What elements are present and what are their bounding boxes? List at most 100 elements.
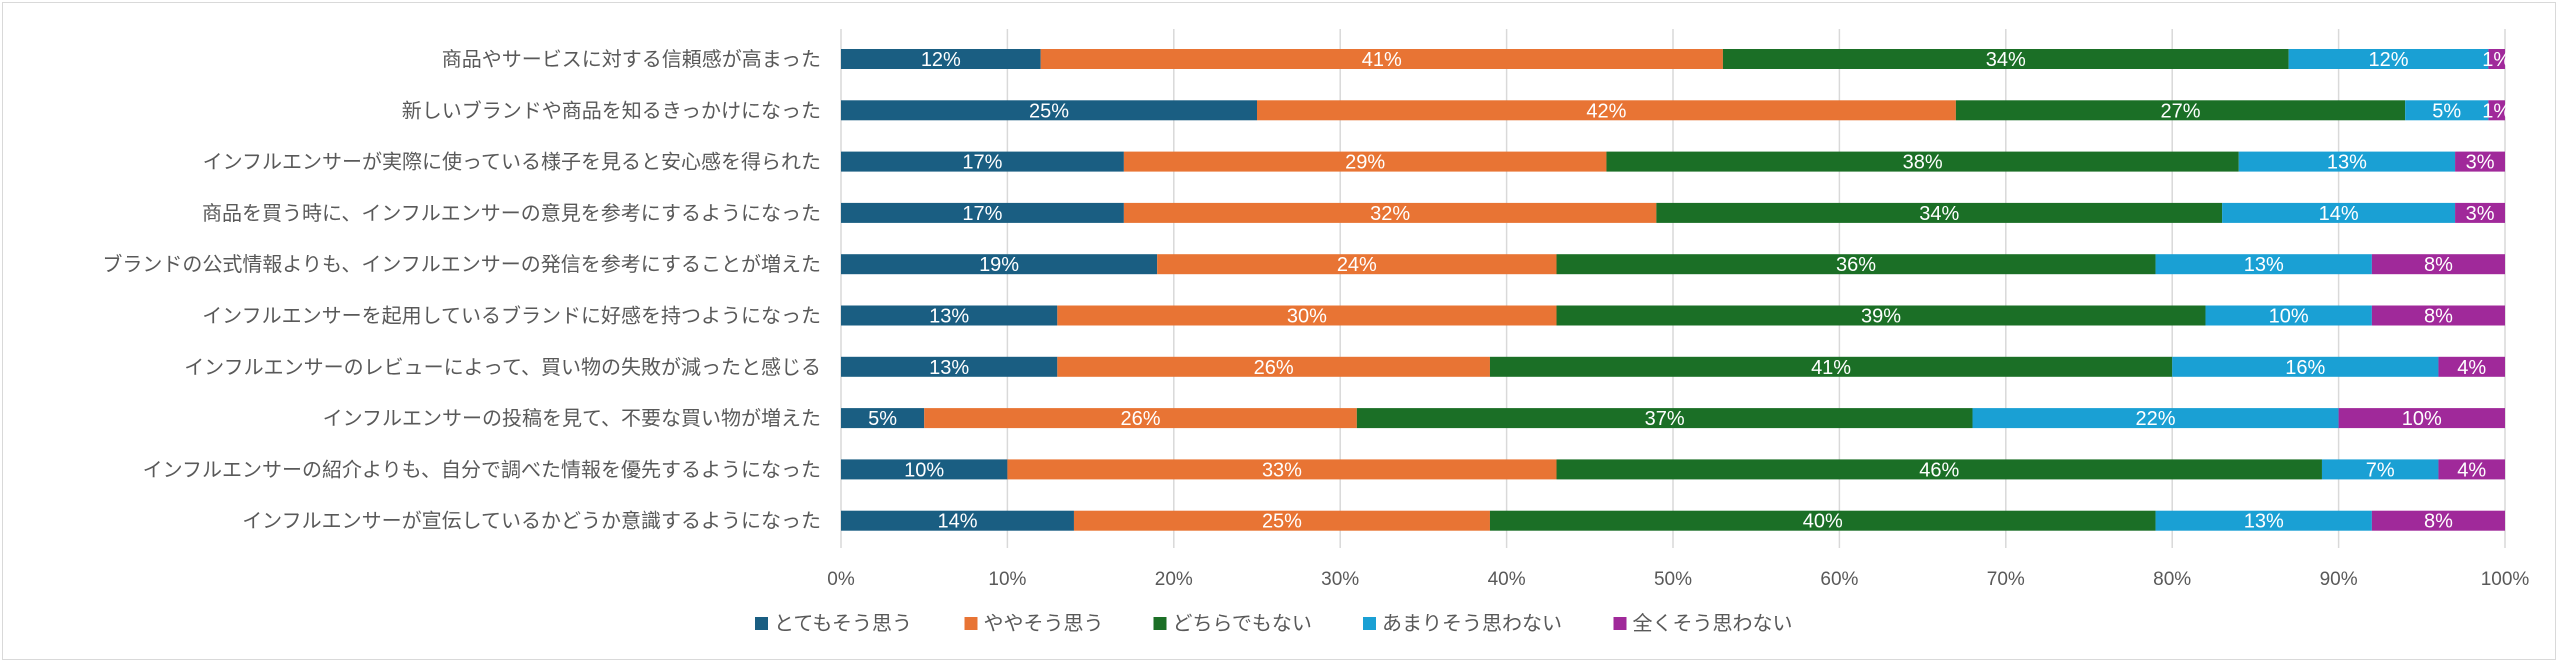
data-label: 22%: [2136, 408, 2176, 430]
bar-segment: [1656, 202, 2223, 223]
bar-segment: [1556, 305, 2206, 326]
data-label: 13%: [929, 357, 969, 379]
data-label: 16%: [2285, 357, 2325, 379]
bar-segment: [1972, 408, 2339, 429]
data-label: 41%: [1362, 49, 1402, 71]
data-label: 33%: [1262, 459, 1302, 481]
bar-segment: [841, 408, 925, 429]
bar-segment: [2371, 305, 2505, 326]
data-label: 8%: [2424, 306, 2453, 328]
data-label: 17%: [962, 152, 1002, 174]
legend-label: あまりそう思わない: [1382, 611, 1562, 635]
data-label: 14%: [937, 511, 977, 533]
x-tick-label: 10%: [988, 569, 1026, 590]
bar-segment: [1489, 356, 2173, 377]
bar-segment: [841, 202, 1124, 223]
data-label: 10%: [2402, 408, 2442, 430]
x-tick-label: 80%: [2153, 569, 2191, 590]
category-label: インフルエンサーの紹介よりも、自分で調べた情報を優先するようになった: [143, 457, 821, 481]
data-label: 10%: [2269, 306, 2309, 328]
bar-segment: [2438, 356, 2505, 377]
data-label: 36%: [1836, 254, 1876, 276]
data-label: 13%: [2327, 152, 2367, 174]
data-label: 39%: [1861, 306, 1901, 328]
data-label: 12%: [921, 49, 961, 71]
data-label: 41%: [1811, 357, 1851, 379]
bar-segment: [1040, 49, 1723, 69]
bar-segment: [841, 459, 1008, 480]
bar-segment: [1157, 254, 1557, 275]
legend-item: とてもそう思う: [755, 611, 912, 635]
data-label: 25%: [1029, 100, 1069, 122]
category-label: 商品やサービスに対する信頼感が高まった: [442, 47, 821, 71]
category-label: インフルエンサーを起用しているブランドに好感を持つようになった: [202, 304, 821, 328]
bar-segment: [1123, 151, 1607, 172]
data-label: 46%: [1919, 459, 1959, 481]
category-label: 商品を買う時に、インフルエンサーの意見を参考にするようになった: [202, 201, 821, 225]
data-label: 8%: [2424, 511, 2453, 533]
x-tick-label: 100%: [2481, 569, 2530, 590]
bar-segment: [2321, 459, 2439, 480]
bar-segment: [1489, 510, 2156, 531]
bar-segment: [841, 151, 1124, 172]
data-label: 1%: [2482, 49, 2511, 71]
legend-label: ややそう思う: [984, 611, 1104, 635]
legend-swatch: [1153, 617, 1167, 630]
x-tick-label: 70%: [1987, 569, 2025, 590]
legend-label: とてもそう思う: [774, 611, 912, 635]
legend-item: ややそう思う: [964, 611, 1104, 635]
bar-segment: [1057, 305, 1557, 326]
bar-segment: [1722, 49, 2289, 69]
bar-segment: [2205, 305, 2372, 326]
bar-segment: [1356, 408, 1973, 429]
data-label: 30%: [1287, 306, 1327, 328]
category-label: ブランドの公式情報よりも、インフルエンサーの発信を参考にすることが増えた: [102, 252, 821, 276]
legend-item: どちらでもない: [1153, 611, 1312, 635]
bar-segment: [2371, 510, 2505, 531]
bar-segment: [1606, 151, 2239, 172]
data-label: 25%: [1262, 511, 1302, 533]
legend-label: どちらでもない: [1173, 611, 1312, 635]
x-tick-label: 90%: [2320, 569, 2358, 590]
data-label: 34%: [1919, 203, 1959, 225]
data-label: 29%: [1345, 152, 1385, 174]
bar-segment: [1007, 459, 1557, 480]
bar-segment: [841, 510, 1074, 531]
bar-segment: [2455, 151, 2505, 172]
bar-segment: [1057, 356, 1490, 377]
bar-segment: [2371, 254, 2505, 275]
bar-segment: [2405, 100, 2489, 121]
data-label: 3%: [2466, 152, 2495, 174]
x-tick-label: 30%: [1321, 569, 1359, 590]
data-label: 14%: [2319, 203, 2359, 225]
bar-segment: [841, 356, 1058, 377]
data-label: 40%: [1803, 511, 1843, 533]
bar-segment: [1556, 459, 2322, 480]
data-label: 12%: [2369, 49, 2409, 71]
bar-segment: [2155, 254, 2372, 275]
data-label: 19%: [979, 254, 1019, 276]
bar-segment: [2222, 202, 2456, 223]
legend-label: 全くそう思わない: [1633, 611, 1793, 635]
x-tick-label: 40%: [1488, 569, 1526, 590]
category-label: インフルエンサーの投稿を見て、不要な買い物が増えた: [323, 406, 821, 430]
bar-segment: [841, 49, 1041, 69]
bar-segment: [2338, 408, 2505, 429]
data-label: 26%: [1254, 357, 1294, 379]
bar-segment: [2238, 151, 2456, 172]
bar-segment: [841, 305, 1058, 326]
legend: とてもそう思う ややそう思う どちらでもない あまりそう思わない 全くそう思わない: [755, 611, 1793, 635]
legend-swatch: [1363, 617, 1376, 630]
bar-segment: [841, 100, 1257, 121]
category-label: 新しいブランドや商品を知るきっかけになった: [402, 98, 821, 122]
data-label: 26%: [1121, 408, 1161, 430]
bar-segment: [2488, 100, 2505, 121]
data-label: 7%: [2366, 459, 2395, 481]
bar-segment: [1123, 202, 1657, 223]
data-label: 4%: [2457, 459, 2486, 481]
data-label: 34%: [1986, 49, 2026, 71]
bar-segment: [2488, 49, 2505, 69]
data-label: 8%: [2424, 254, 2453, 276]
data-label: 10%: [904, 459, 944, 481]
